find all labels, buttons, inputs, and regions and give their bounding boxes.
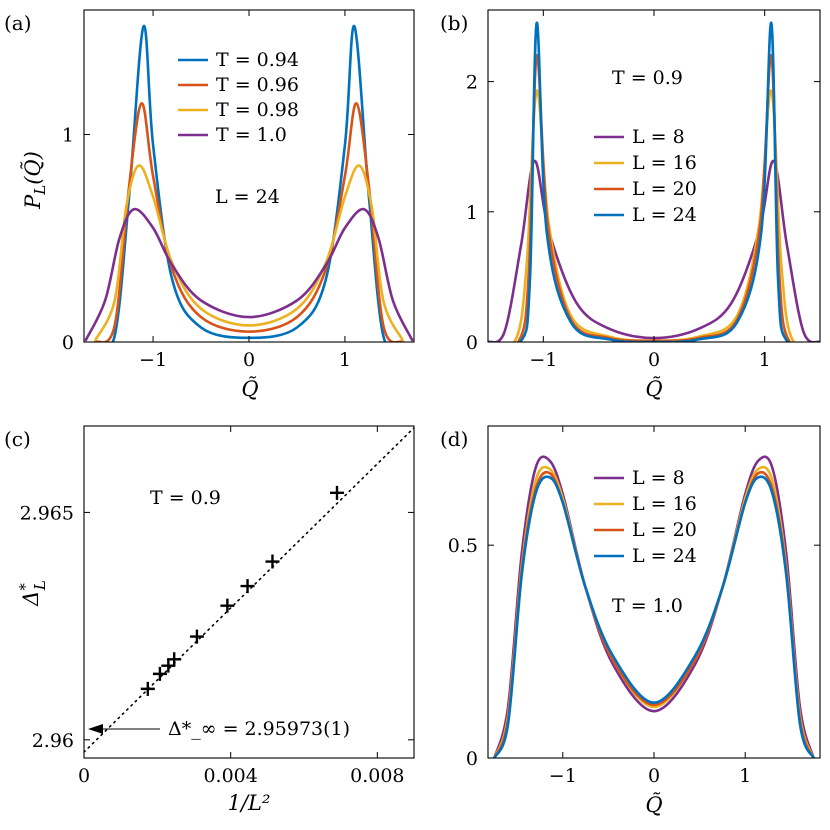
y-tick-label-d-0: 0 xyxy=(466,748,478,770)
curves-c xyxy=(84,427,414,753)
x-tick-label-a-1: 0 xyxy=(243,349,255,371)
plot-c: 0 0.004 0.008 2.96 2.965 xyxy=(20,425,415,787)
legend-label-d-2: L = 20 xyxy=(632,519,697,541)
data-point-c-2 xyxy=(161,658,176,673)
y-tick-label-b-2: 2 xyxy=(466,72,478,94)
x-tick-label-b-0: −1 xyxy=(529,349,557,371)
legend-label-a-0: T = 0.94 xyxy=(216,49,299,71)
x-tick-label-c-2: 0.008 xyxy=(350,765,404,787)
panel-b: (b) −1 0 1 0 1 2 Q̃ T = 0.9 L = 8 L = 16 L = … xyxy=(440,9,821,401)
panel-label-b: (b) xyxy=(440,11,468,35)
legend-label-a-1: T = 0.96 xyxy=(216,74,299,96)
annotation-c-extrapolation: Δ*_∞ = 2.95973(1) xyxy=(168,718,350,740)
y-tick-label-b-1: 1 xyxy=(466,202,478,224)
data-point-c-8 xyxy=(330,485,344,500)
axes-frame-c xyxy=(83,425,415,759)
x-tick-label-b-2: 1 xyxy=(759,349,771,371)
series-line-a-1 xyxy=(94,102,404,342)
ticks-d: −1 0 1 0 0.5 xyxy=(448,426,820,787)
data-point-c-4 xyxy=(189,629,204,644)
x-axis-label-d: Q̃ xyxy=(645,793,662,817)
panel-d: (d) −1 0 1 0 0.5 Q̃ L = 8 L = 16 L = 20 L = … xyxy=(440,425,821,817)
y-tick-label-a-1: 1 xyxy=(62,125,74,147)
data-point-c-1 xyxy=(152,666,167,681)
x-tick-label-c-1: 0.004 xyxy=(203,765,257,787)
legend-label-d-3: L = 24 xyxy=(632,545,697,567)
legend-label-a-2: T = 0.98 xyxy=(216,99,299,121)
fit-line-c xyxy=(84,427,414,753)
plot-b: −1 0 1 0 1 2 xyxy=(466,9,821,371)
ticks-c: 0 0.004 0.008 2.96 2.965 xyxy=(20,426,414,787)
data-point-c-5 xyxy=(220,598,235,613)
legend-label-b-3: L = 24 xyxy=(632,204,697,226)
panel-label-d: (d) xyxy=(440,427,468,451)
series-line-b-3 xyxy=(488,21,820,342)
x-tick-label-b-1: 0 xyxy=(648,349,660,371)
y-tick-label-c-0: 2.96 xyxy=(32,730,74,752)
series-line-a-3 xyxy=(84,207,414,342)
legend-b: L = 8 L = 16 L = 20 L = 24 xyxy=(594,126,697,226)
x-axis-label-c: 1/L² xyxy=(228,791,271,815)
x-axis-label-a: Q̃ xyxy=(241,377,258,401)
y-tick-label-a-0: 0 xyxy=(62,332,74,354)
panel-label-c: (c) xyxy=(4,427,31,451)
x-tick-label-d-0: −1 xyxy=(549,765,577,787)
legend-label-d-0: L = 8 xyxy=(632,467,685,489)
data-point-c-0 xyxy=(140,681,155,696)
data-point-c-7 xyxy=(265,554,280,569)
panel-c: (c) 0 0.004 0.008 2.96 2.965 Δ*L 1/L² T = 0.… xyxy=(4,425,415,815)
series-line-d-0 xyxy=(493,455,815,758)
ticks-a: −1 0 1 0 1 xyxy=(62,10,414,371)
legend-d: L = 8 L = 16 L = 20 L = 24 xyxy=(594,467,697,567)
data-point-c-6 xyxy=(240,579,255,594)
x-tick-label-d-2: 1 xyxy=(739,765,751,787)
x-tick-label-c-0: 0 xyxy=(78,765,90,787)
plot-a: −1 0 1 0 1 xyxy=(62,9,415,371)
x-tick-label-a-2: 1 xyxy=(339,349,351,371)
legend-label-a-3: T = 1.0 xyxy=(216,124,287,146)
annotation-b: T = 0.9 xyxy=(612,67,683,89)
y-axis-label-c: Δ*L xyxy=(16,580,49,607)
panel-a: (a) −1 0 1 0 1 PL(Q̃) Q̃ T = 0.94 T = 0.96 T… xyxy=(4,9,415,401)
ticks-b: −1 0 1 0 1 2 xyxy=(466,10,820,371)
annotation-c-temperature: T = 0.9 xyxy=(150,487,221,509)
y-tick-label-c-1: 2.965 xyxy=(20,502,74,524)
y-tick-label-d-1: 0.5 xyxy=(448,535,478,557)
legend-label-b-0: L = 8 xyxy=(632,126,685,148)
annotation-a: L = 24 xyxy=(215,186,280,208)
x-tick-label-d-1: 0 xyxy=(648,765,660,787)
legend-a: T = 0.94 T = 0.96 T = 0.98 T = 1.0 xyxy=(178,49,299,146)
annotation-d: T = 1.0 xyxy=(612,595,683,617)
y-tick-label-b-0: 0 xyxy=(466,332,478,354)
data-point-c-3 xyxy=(167,652,182,667)
panel-label-a: (a) xyxy=(4,11,32,35)
legend-label-d-1: L = 16 xyxy=(632,493,697,515)
series-line-a-2 xyxy=(94,164,404,342)
curves-d xyxy=(493,455,815,758)
x-axis-label-b: Q̃ xyxy=(645,377,662,401)
x-tick-label-a-0: −1 xyxy=(139,349,167,371)
plot-d: −1 0 1 0 0.5 xyxy=(448,425,821,787)
extrapolation-arrowhead-icon xyxy=(88,724,103,734)
legend-label-b-1: L = 16 xyxy=(632,152,697,174)
y-axis-label-a: PL(Q̃) xyxy=(21,151,49,210)
series-line-d-3 xyxy=(493,475,815,758)
legend-label-b-2: L = 20 xyxy=(632,178,697,200)
